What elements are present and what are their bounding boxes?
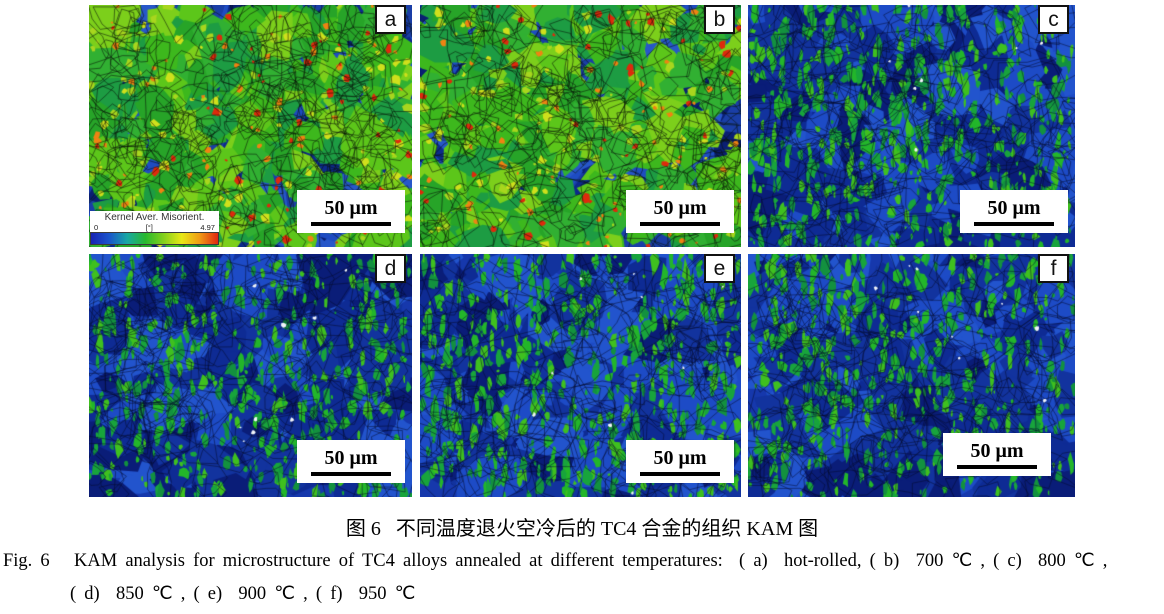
panel-label-a: a	[375, 5, 406, 34]
panel-label-f: f	[1038, 254, 1069, 283]
scale-bar-line	[311, 221, 391, 226]
caption-chinese: 图 6 不同温度退火空冷后的 TC4 合金的组织 KAM 图	[345, 518, 819, 540]
scale-bar-d: 50 μm	[297, 440, 405, 483]
scale-bar-text: 50 μm	[970, 439, 1024, 462]
legend-unit: [°]	[145, 223, 153, 232]
kam-legend: Kernel Aver. Misorient. 0 [°] 4.97	[90, 211, 219, 245]
scale-bar-line	[640, 221, 720, 226]
scale-bar-text: 50 μm	[324, 196, 378, 219]
caption-english-line1: Fig. 6 KAM analysis for microstructure o…	[3, 551, 1108, 571]
scale-bar-e: 50 μm	[626, 440, 734, 483]
legend-max: 4.97	[200, 223, 215, 232]
scale-bar-text: 50 μm	[324, 446, 378, 469]
micrograph-panel-b: b 50 μm	[420, 5, 741, 247]
micrograph-panel-c: c 50 μm	[748, 5, 1075, 247]
scale-bar-line	[640, 471, 720, 476]
scale-bar-f: 50 μm	[943, 433, 1051, 476]
scale-bar-line	[974, 221, 1054, 226]
panel-label-b: b	[704, 5, 735, 34]
scale-bar-a: 50 μm	[297, 190, 405, 233]
scale-bar-text: 50 μm	[653, 446, 707, 469]
micrograph-panel-f: f 50 μm	[748, 254, 1075, 497]
legend-title: Kernel Aver. Misorient.	[104, 212, 205, 223]
panel-label-c: c	[1038, 5, 1069, 34]
legend-colorbar	[90, 232, 219, 245]
caption-english-line2: ( d) 850 ℃ , ( e) 900 ℃ , ( f) 950 ℃	[70, 584, 416, 604]
panel-label-d: d	[375, 254, 406, 283]
scale-bar-line	[311, 471, 391, 476]
panel-label-e: e	[704, 254, 735, 283]
scale-bar-text: 50 μm	[653, 196, 707, 219]
scale-bar-c: 50 μm	[960, 190, 1068, 233]
micrograph-panel-d: d 50 μm	[89, 254, 412, 497]
scale-bar-text: 50 μm	[987, 196, 1041, 219]
micrograph-panel-a: a 50 μm Kernel Aver. Misorient. 0 [°] 4.…	[89, 5, 412, 247]
scale-bar-b: 50 μm	[626, 190, 734, 233]
legend-min: 0	[94, 223, 99, 232]
scale-bar-line	[957, 464, 1037, 469]
micrograph-panel-e: e 50 μm	[420, 254, 741, 497]
